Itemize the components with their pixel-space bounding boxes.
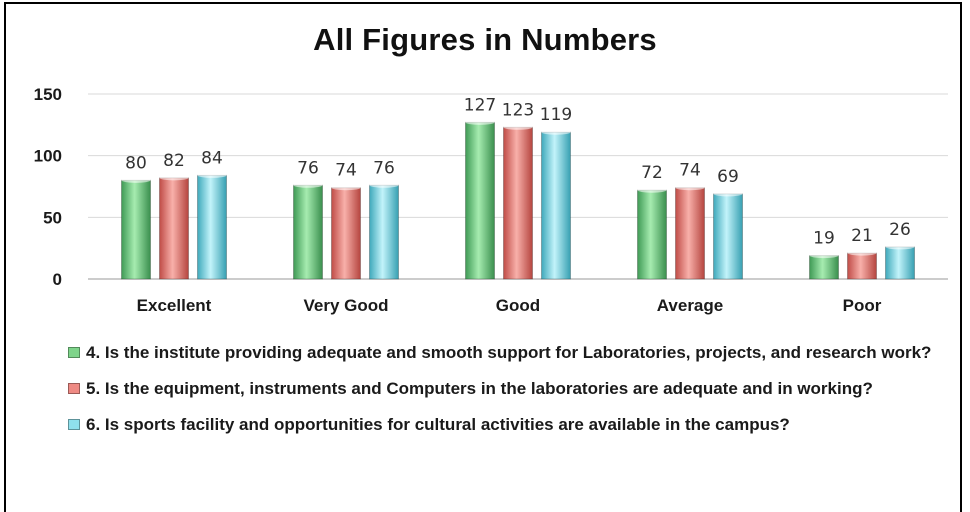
bar-top-highlight [369,182,399,188]
bar-top-highlight [541,129,571,135]
data-label: 84 [201,148,223,168]
y-tick-label: 50 [43,208,62,227]
bar-excellent-series-5 [159,177,189,280]
bar-top-highlight [293,182,323,188]
bar-top-highlight [885,244,915,250]
bar-very-good-series-5 [331,187,361,280]
data-label: 119 [540,105,572,125]
bar-top-highlight [809,253,839,259]
legend-item-series-4: 4. Is the institute providing adequate a… [64,340,944,365]
bar-excellent-series-4 [121,179,151,280]
legend-swatch-series-6 [68,419,80,430]
chart-title: All Figures in Numbers [313,22,657,57]
x-category-label: Good [496,296,540,315]
bar-top-highlight [121,177,151,183]
data-label: 74 [335,161,357,181]
bar-chart-plot: 0 50 100 150 80 82 84 76 74 76 127 123 119 72 74 69 19 2… [34,85,948,315]
bar-top-highlight [465,119,495,125]
bar-good-series-4 [465,121,495,280]
chart-legend: 4. Is the institute providing adequate a… [64,340,944,448]
legend-item-series-5: 5. Is the equipment, instruments and Com… [64,376,944,401]
legend-swatch-series-5 [68,383,80,394]
bar-top-highlight [159,175,189,181]
bar-poor-series-5 [847,252,877,280]
y-tick-label: 150 [34,85,62,104]
x-category-label: Excellent [137,296,212,315]
data-label: 123 [502,100,534,120]
data-label: 72 [641,163,663,183]
bar-average-series-5 [675,187,705,280]
data-label: 21 [851,226,873,246]
x-category-label: Poor [843,296,882,315]
y-tick-label: 0 [53,270,62,289]
x-category-label: Average [657,296,723,315]
bar-top-highlight [847,250,877,256]
data-label: 127 [464,95,496,115]
data-label: 69 [717,167,739,187]
bar-top-highlight [197,172,227,178]
x-category-label: Very Good [303,296,388,315]
bar-top-highlight [675,185,705,191]
data-label: 26 [889,220,911,240]
bar-top-highlight [503,124,533,130]
bar-excellent-series-6 [197,174,227,280]
legend-label-series-5: 5. Is the equipment, instruments and Com… [86,379,873,398]
data-label: 76 [373,158,395,178]
bar-good-series-5 [503,126,533,280]
data-label: 76 [297,158,319,178]
data-label: 74 [679,161,701,181]
legend-label-series-4: 4. Is the institute providing adequate a… [86,343,932,362]
bar-poor-series-6 [885,246,915,280]
legend-label-series-6: 6. Is sports facility and opportunities … [86,415,790,434]
bar-top-highlight [637,187,667,193]
bar-very-good-series-6 [369,184,399,280]
bar-top-highlight [331,185,361,191]
bar-good-series-6 [541,131,571,280]
bar-poor-series-4 [809,255,839,280]
legend-item-series-6: 6. Is sports facility and opportunities … [64,412,944,437]
data-label: 19 [813,229,835,249]
data-label: 80 [125,153,147,173]
y-tick-label: 100 [34,147,62,166]
bar-average-series-4 [637,189,667,280]
bar-average-series-6 [713,193,743,280]
bar-very-good-series-4 [293,184,323,280]
legend-swatch-series-4 [68,347,80,358]
bar-top-highlight [713,191,743,197]
data-label: 82 [163,151,185,171]
